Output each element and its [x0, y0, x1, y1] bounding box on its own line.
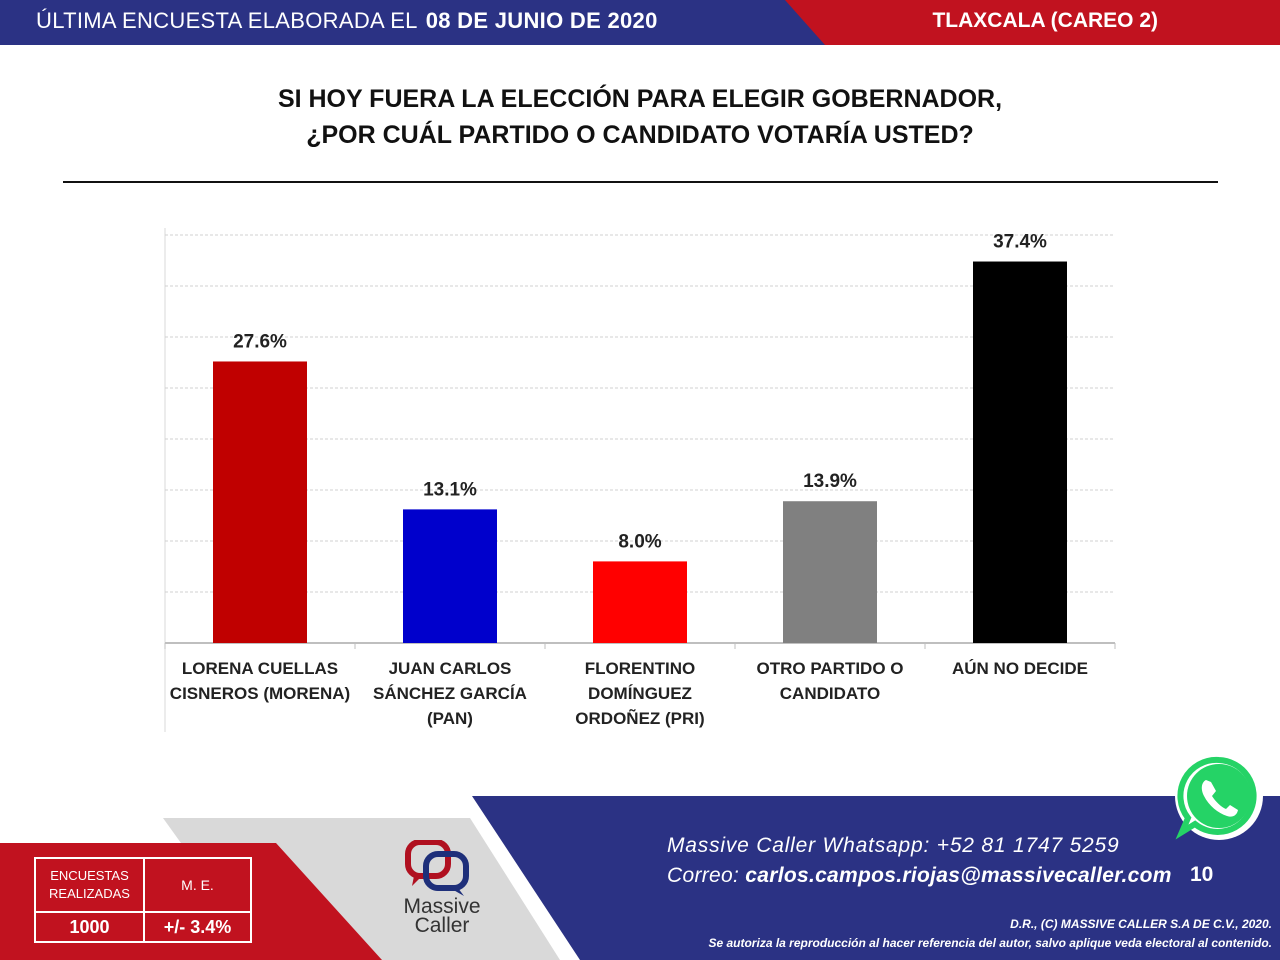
question-line-2: ¿POR CUÁL PARTIDO O CANDIDATO VOTARÍA US… — [306, 121, 974, 149]
region-label: TLAXCALA (CAREO 2) — [932, 9, 1158, 32]
email-link[interactable]: carlos.campos.riojas@massivecaller.com — [745, 864, 1172, 887]
copyright-line-2: Se autoriza la reproducción al hacer ref… — [708, 936, 1272, 950]
surveys-value: 1000 — [36, 913, 145, 941]
page-number: 10 — [1190, 863, 1214, 886]
brand-name-line1: Massive — [403, 895, 481, 918]
margin-error-label: M. E. — [145, 859, 250, 913]
title-divider — [63, 181, 1218, 183]
copyright-notice: D.R., (C) MASSIVE CALLER S.A DE C.V., 20… — [708, 915, 1272, 953]
brand-name-line2: Caller — [414, 914, 470, 937]
copyright-line-1: D.R., (C) MASSIVE CALLER S.A DE C.V., 20… — [1010, 917, 1272, 931]
survey-date-text: ÚLTIMA ENCUESTA ELABORADA EL 08 DE JUNIO … — [36, 8, 658, 34]
survey-date: 08 DE JUNIO DE 2020 — [425, 8, 658, 33]
massive-caller-logo — [405, 840, 469, 896]
whatsapp-icon[interactable] — [1172, 752, 1266, 846]
header-background — [0, 0, 1280, 45]
header-bar: ÚLTIMA ENCUESTA ELABORADA EL 08 DE JUNIO … — [0, 0, 1280, 45]
email-label: Correo: — [667, 864, 740, 887]
surveys-label: ENCUESTAS REALIZADAS — [36, 859, 145, 913]
whatsapp-number[interactable]: +52 81 1747 5259 — [936, 834, 1120, 857]
email-contact: Correo: carlos.campos.riojas@massivecall… — [667, 864, 1172, 888]
margin-error-value: +/- 3.4% — [163, 916, 232, 937]
question-line-1: SI HOY FUERA LA ELECCIÓN PARA ELEGIR GOB… — [277, 85, 1003, 113]
whatsapp-label: Massive Caller Whatsapp: — [667, 834, 931, 857]
survey-prefix: ÚLTIMA ENCUESTA ELABORADA EL — [36, 8, 418, 33]
whatsapp-contact: Massive Caller Whatsapp: +52 81 1747 525… — [667, 834, 1119, 858]
stats-table: ENCUESTAS REALIZADAS M. E. 1000 +/- 3.4% — [34, 857, 252, 943]
